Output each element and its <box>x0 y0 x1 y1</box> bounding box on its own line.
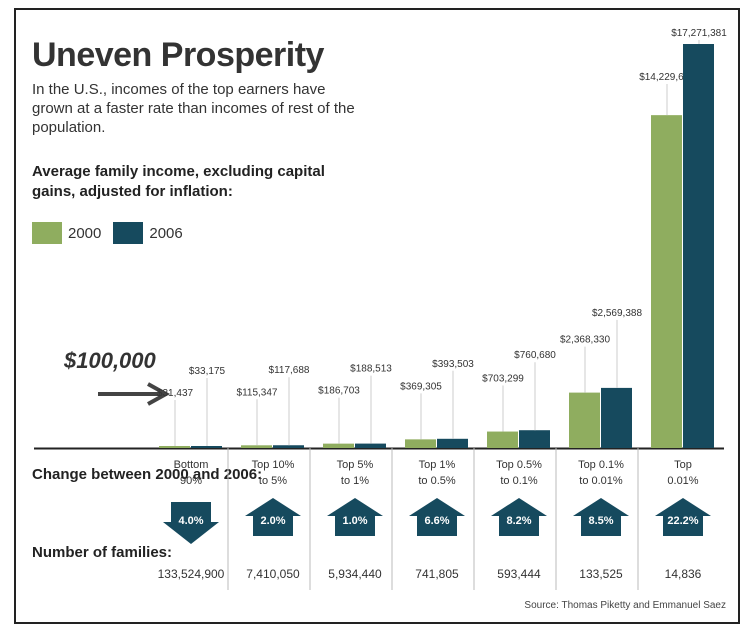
bar-2006-5 <box>601 387 632 448</box>
bar-2000-3 <box>405 439 436 448</box>
change-row-label: Change between 2000 and 2006: <box>32 466 263 483</box>
bar-2000-0 <box>159 446 190 448</box>
category-label: to 5% <box>259 475 287 487</box>
legend-swatch-2006 <box>113 222 144 244</box>
threshold-callout: $100,000 <box>64 348 156 373</box>
bar-2006-4 <box>519 430 550 448</box>
bar-2006-1 <box>273 445 304 448</box>
data-label-2000-2: $186,703 <box>318 386 360 397</box>
legend-swatch-2000 <box>32 222 62 244</box>
category-label: to 1% <box>341 475 369 487</box>
bar-2006-0 <box>191 446 222 448</box>
up-arrow-icon <box>245 498 301 536</box>
up-arrow-icon <box>655 498 711 536</box>
data-label-2006-0: $33,175 <box>189 366 226 377</box>
data-label-2000-6: $14,229,633 <box>639 72 695 83</box>
change-value: 6.6% <box>424 515 449 527</box>
source-note: Source: Thomas Piketty and Emmanuel Saez <box>524 600 726 611</box>
category-label: Bottom <box>174 459 209 471</box>
change-value: 8.2% <box>506 515 531 527</box>
data-label-2006-3: $393,503 <box>432 359 474 370</box>
category-label: to 0.01% <box>579 475 623 487</box>
chart-measure-label: Average family income, excluding capital… <box>32 163 325 200</box>
data-label-2006-2: $188,513 <box>350 364 392 375</box>
bar-2006-3 <box>437 438 468 448</box>
families-row-label: Number of families: <box>32 544 173 561</box>
up-arrow-icon <box>409 498 465 536</box>
category-label: to 0.1% <box>500 475 538 487</box>
down-arrow-icon <box>163 502 219 544</box>
data-label-2000-4: $703,299 <box>482 374 524 385</box>
families-value: 5,934,440 <box>328 567 382 581</box>
data-label-2000-3: $369,305 <box>400 381 442 392</box>
category-label: 0.01% <box>667 475 698 487</box>
category-label: Top 10% <box>252 459 295 471</box>
legend-item-2006: 2006 <box>113 222 183 244</box>
data-label-2000-0: $31,437 <box>157 388 194 399</box>
change-value: 2.0% <box>260 515 285 527</box>
change-value: 22.2% <box>667 515 698 527</box>
bar-2000-4 <box>487 431 518 448</box>
families-value: 593,444 <box>497 567 541 581</box>
category-label: Top 1% <box>419 459 456 471</box>
families-value: 133,525 <box>579 567 623 581</box>
category-label: Top 0.1% <box>578 459 624 471</box>
legend-label-2006: 2006 <box>149 224 183 242</box>
data-label-2006-6: $17,271,381 <box>671 28 727 39</box>
category-label: Top 0.5% <box>496 459 542 471</box>
category-label: to 0.5% <box>418 475 456 487</box>
data-label-2006-1: $117,688 <box>269 365 310 376</box>
up-arrow-icon <box>573 498 629 536</box>
bar-2000-2 <box>323 443 354 448</box>
families-value: 741,805 <box>415 567 459 581</box>
data-label-2006-5: $2,569,388 <box>592 308 642 319</box>
legend-label-2000: 2000 <box>68 224 102 242</box>
change-value: 8.5% <box>588 515 613 527</box>
up-arrow-icon <box>327 498 383 536</box>
up-arrow-icon <box>491 498 547 536</box>
category-label: Top 5% <box>337 459 374 471</box>
data-label-2006-4: $760,680 <box>514 350 556 361</box>
graphic-frame <box>14 8 740 624</box>
legend: 2000 2006 <box>32 222 195 244</box>
data-label-2000-1: $115,347 <box>237 387 278 398</box>
change-value: 4.0% <box>178 515 203 527</box>
families-value: 7,410,050 <box>246 567 300 581</box>
families-value: 133,524,900 <box>158 567 225 581</box>
chart-subtitle: In the U.S., incomes of the top earners … <box>32 81 355 136</box>
bar-2000-6 <box>651 115 682 449</box>
bar-2006-2 <box>355 443 386 448</box>
data-label-2000-5: $2,368,330 <box>560 335 610 346</box>
legend-item-2000: 2000 <box>32 222 101 244</box>
bar-2006-6 <box>683 44 714 448</box>
families-value: 14,836 <box>665 567 702 581</box>
bar-2000-5 <box>569 392 600 448</box>
bar-2000-1 <box>241 445 272 448</box>
right-arrow-icon <box>98 382 171 406</box>
chart-title: Uneven Prosperity <box>32 36 324 74</box>
category-label: Top <box>674 459 692 471</box>
category-label: 90% <box>180 475 202 487</box>
change-value: 1.0% <box>342 515 367 527</box>
